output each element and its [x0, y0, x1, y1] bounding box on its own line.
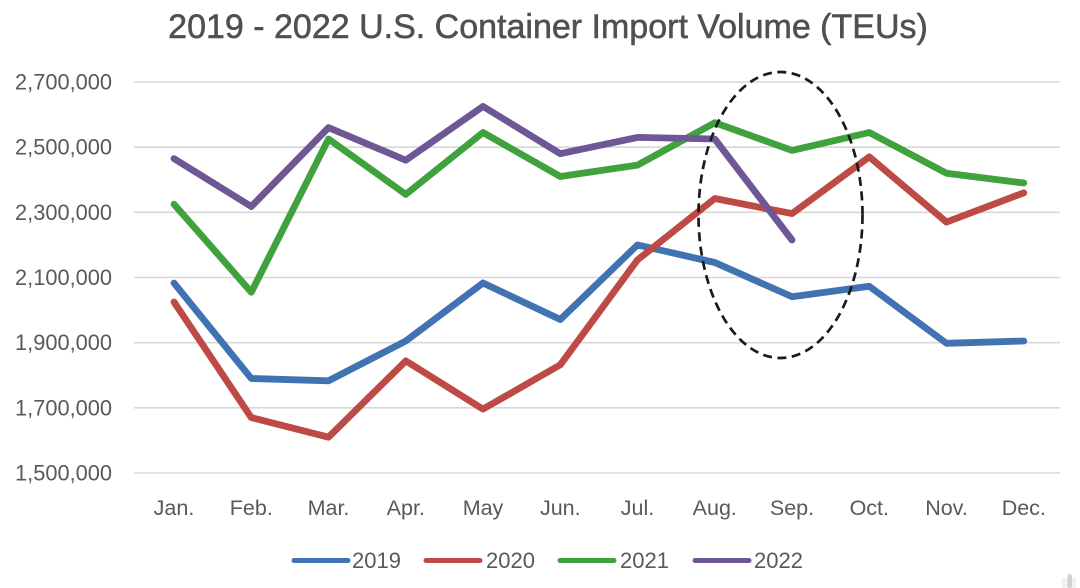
svg-text:Sep.: Sep.	[770, 496, 814, 520]
svg-text:2019 - 2022 U.S. Container Imp: 2019 - 2022 U.S. Container Import Volume…	[168, 8, 928, 46]
svg-text:Nov.: Nov.	[925, 496, 968, 520]
svg-text:Feb.: Feb.	[230, 496, 273, 520]
svg-text:2022: 2022	[754, 548, 803, 573]
svg-text:Oct.: Oct.	[850, 496, 889, 520]
svg-text:1,700,000: 1,700,000	[15, 395, 112, 420]
svg-text:2,100,000: 2,100,000	[15, 265, 112, 290]
svg-text:Apr.: Apr.	[387, 496, 425, 520]
svg-text:Mar.: Mar.	[308, 496, 350, 520]
svg-text:Dec.: Dec.	[1002, 496, 1046, 520]
svg-text:Jun.: Jun.	[540, 496, 581, 520]
svg-text:1,900,000: 1,900,000	[15, 330, 112, 355]
svg-text:2020: 2020	[486, 548, 535, 573]
svg-text:May: May	[463, 496, 504, 520]
svg-text:2019: 2019	[352, 548, 401, 573]
svg-text:Aug.: Aug.	[693, 496, 737, 520]
svg-text:Jul.: Jul.	[621, 496, 654, 520]
svg-text:1,500,000: 1,500,000	[15, 461, 112, 486]
svg-text:2,300,000: 2,300,000	[15, 200, 112, 225]
svg-text:Jan.: Jan.	[154, 496, 195, 520]
svg-text:2021: 2021	[620, 548, 669, 573]
svg-text:2,500,000: 2,500,000	[15, 135, 112, 160]
svg-text:2,700,000: 2,700,000	[15, 70, 112, 95]
